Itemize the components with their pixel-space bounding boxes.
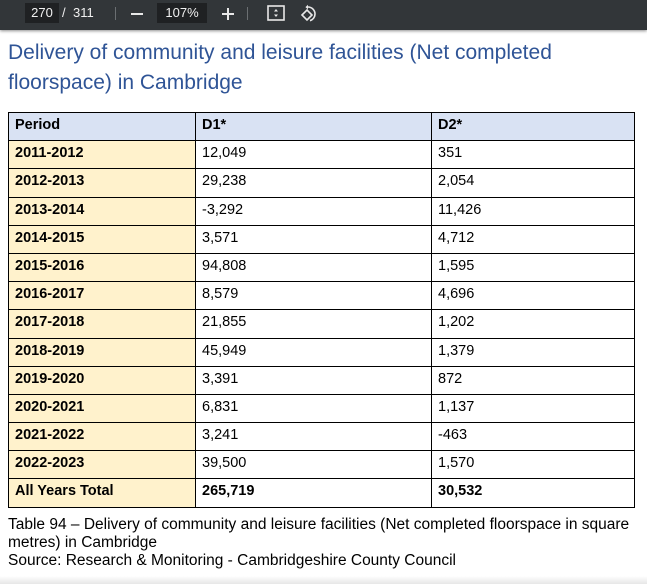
pdf-toolbar: 270 / 311 107% xyxy=(0,0,647,30)
d2-cell: 2,054 xyxy=(431,168,635,198)
caption-title: Table 94 – Delivery of community and lei… xyxy=(8,516,630,551)
total-row: All Years Total 265,719 30,532 xyxy=(8,478,635,508)
table-row: 2021-2022 3,241 -463 xyxy=(8,422,635,452)
table-row: 2016-2017 8,579 4,696 xyxy=(8,281,635,311)
d2-cell: 872 xyxy=(431,365,635,395)
caption-source: Source: Research & Monitoring - Cambridg… xyxy=(8,552,456,569)
d2-cell: 1,595 xyxy=(431,252,635,283)
zoom-out-button[interactable] xyxy=(128,3,146,23)
zoom-in-button[interactable] xyxy=(220,3,236,23)
total-d1-cell: 265,719 xyxy=(195,478,432,508)
page-separator: / xyxy=(62,5,66,20)
d2-cell: 351 xyxy=(431,140,635,170)
d2-cell: 4,696 xyxy=(431,281,635,311)
table-row: 2012-2013 29,238 2,054 xyxy=(8,168,635,198)
d2-cell: -463 xyxy=(431,422,635,452)
period-cell: 2021-2022 xyxy=(8,422,196,452)
d1-cell: 3,391 xyxy=(195,365,432,395)
period-cell: 2022-2023 xyxy=(8,450,196,480)
fit-to-page-button[interactable] xyxy=(267,5,285,21)
table-row: 2011-2012 12,049 351 xyxy=(8,140,635,170)
d1-cell: 6,831 xyxy=(195,393,432,424)
page-edge xyxy=(0,576,647,584)
table-row: 2019-2020 3,391 872 xyxy=(8,365,635,395)
d2-cell: 1,379 xyxy=(431,337,635,367)
table-caption: Table 94 – Delivery of community and lei… xyxy=(8,516,643,570)
d1-cell: -3,292 xyxy=(195,196,432,226)
period-cell: 2017-2018 xyxy=(8,309,196,339)
table-row: 2022-2023 39,500 1,570 xyxy=(8,450,635,480)
zoom-level-input[interactable]: 107% xyxy=(157,3,207,23)
period-cell: 2018-2019 xyxy=(8,337,196,367)
rotate-button[interactable] xyxy=(298,4,318,24)
d1-cell: 12,049 xyxy=(195,140,432,170)
table-row: 2018-2019 45,949 1,379 xyxy=(8,337,635,367)
table-row: 2014-2015 3,571 4,712 xyxy=(8,224,635,254)
total-pages: 311 xyxy=(73,5,94,20)
table-row: 2020-2021 6,831 1,137 xyxy=(8,393,635,424)
column-header-period: Period xyxy=(8,111,196,142)
d1-cell: 94,808 xyxy=(195,252,432,283)
period-cell: 2019-2020 xyxy=(8,365,196,395)
d1-cell: 3,241 xyxy=(195,422,432,452)
total-d2-cell: 30,532 xyxy=(431,478,635,508)
period-cell: 2020-2021 xyxy=(8,393,196,424)
floorspace-table: Period D1* D2* 2011-2012 12,049 351 2012-20… xyxy=(8,111,635,508)
total-label-cell: All Years Total xyxy=(8,478,196,508)
period-cell: 2012-2013 xyxy=(8,168,196,198)
d2-cell: 4,712 xyxy=(431,224,635,254)
d2-cell: 11,426 xyxy=(431,196,635,226)
fit-to-page-icon xyxy=(267,5,285,21)
section-heading: Delivery of community and leisure facili… xyxy=(8,41,552,94)
period-cell: 2011-2012 xyxy=(8,140,196,170)
toolbar-divider xyxy=(115,7,116,20)
d2-cell: 1,137 xyxy=(431,393,635,424)
toolbar-divider xyxy=(247,7,248,20)
table-header-row: Period D1* D2* xyxy=(8,111,635,142)
period-cell: 2014-2015 xyxy=(8,224,196,254)
page-number-input[interactable]: 270 xyxy=(25,3,59,23)
d1-cell: 39,500 xyxy=(195,450,432,480)
table-row: 2017-2018 21,855 1,202 xyxy=(8,309,635,339)
d2-cell: 1,570 xyxy=(431,450,635,480)
table-row: 2013-2014 -3,292 11,426 xyxy=(8,196,635,226)
d1-cell: 3,571 xyxy=(195,224,432,254)
d1-cell: 29,238 xyxy=(195,168,432,198)
column-header-d1: D1* xyxy=(195,111,432,142)
d2-cell: 1,202 xyxy=(431,309,635,339)
d1-cell: 21,855 xyxy=(195,309,432,339)
column-header-d2: D2* xyxy=(431,111,635,142)
period-cell: 2016-2017 xyxy=(8,281,196,311)
d1-cell: 45,949 xyxy=(195,337,432,367)
rotate-icon xyxy=(300,4,316,22)
table-row: 2015-2016 94,808 1,595 xyxy=(8,252,635,283)
d1-cell: 8,579 xyxy=(195,281,432,311)
period-cell: 2013-2014 xyxy=(8,196,196,226)
period-cell: 2015-2016 xyxy=(8,252,196,283)
